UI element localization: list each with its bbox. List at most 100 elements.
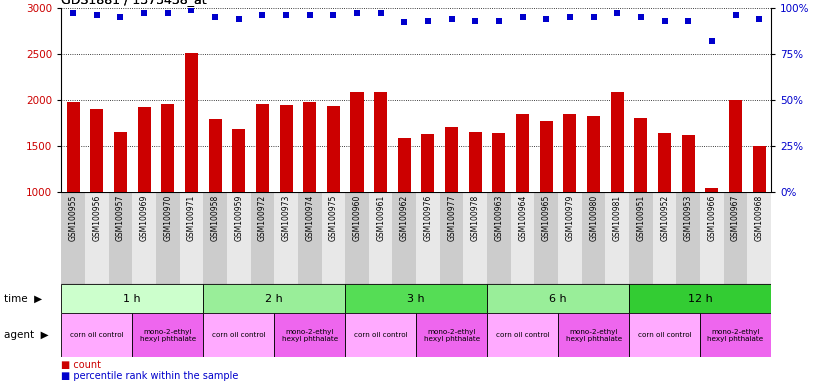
Text: GSM100953: GSM100953 xyxy=(684,195,693,241)
Text: GSM100961: GSM100961 xyxy=(376,195,385,241)
Bar xyxy=(440,192,463,284)
Bar xyxy=(629,313,700,357)
Bar xyxy=(251,192,274,284)
Bar xyxy=(61,192,85,284)
Point xyxy=(350,10,363,16)
Bar xyxy=(753,146,765,192)
Text: mono-2-ethyl
hexyl phthalate: mono-2-ethyl hexyl phthalate xyxy=(140,329,196,341)
Text: GSM100979: GSM100979 xyxy=(565,195,574,241)
Text: mono-2-ethyl
hexyl phthalate: mono-2-ethyl hexyl phthalate xyxy=(282,329,338,341)
Text: GSM100973: GSM100973 xyxy=(282,195,290,241)
Point xyxy=(516,14,529,20)
Bar xyxy=(558,313,629,357)
Point xyxy=(563,14,576,20)
Bar xyxy=(369,192,392,284)
Bar xyxy=(487,192,511,284)
Text: 2 h: 2 h xyxy=(265,293,283,304)
Text: GSM100976: GSM100976 xyxy=(424,195,432,241)
Bar xyxy=(629,284,771,313)
Point xyxy=(90,12,103,18)
Point xyxy=(208,14,221,20)
Bar xyxy=(85,192,109,284)
Bar xyxy=(493,133,505,192)
Text: corn oil control: corn oil control xyxy=(638,332,691,338)
Bar xyxy=(747,192,771,284)
Text: GSM100980: GSM100980 xyxy=(589,195,598,241)
Point xyxy=(374,10,387,16)
Bar xyxy=(635,118,647,192)
Bar xyxy=(724,192,747,284)
Bar xyxy=(730,100,742,192)
Point xyxy=(729,12,742,18)
Bar xyxy=(629,192,653,284)
Text: GSM100960: GSM100960 xyxy=(353,195,361,241)
Text: agent  ▶: agent ▶ xyxy=(4,330,49,340)
Point xyxy=(635,14,648,20)
Bar xyxy=(162,104,174,192)
Bar xyxy=(67,102,79,192)
Bar xyxy=(416,313,487,357)
Text: 1 h: 1 h xyxy=(123,293,141,304)
Text: GSM100972: GSM100972 xyxy=(258,195,267,241)
Bar xyxy=(588,116,600,192)
Text: GSM100962: GSM100962 xyxy=(400,195,409,241)
Bar xyxy=(511,192,534,284)
Text: GSM100963: GSM100963 xyxy=(494,195,503,241)
Text: mono-2-ethyl
hexyl phthalate: mono-2-ethyl hexyl phthalate xyxy=(424,329,480,341)
Bar xyxy=(274,313,345,357)
Text: GDS1881 / 1373438_at: GDS1881 / 1373438_at xyxy=(61,0,206,7)
Point xyxy=(232,16,245,22)
Bar xyxy=(351,91,363,192)
Point xyxy=(681,18,694,24)
Text: GSM100969: GSM100969 xyxy=(140,195,149,241)
Bar xyxy=(564,114,576,192)
Text: GSM100958: GSM100958 xyxy=(211,195,220,241)
Bar xyxy=(138,107,150,192)
Bar xyxy=(398,137,410,192)
Bar xyxy=(327,106,339,192)
Text: ■ percentile rank within the sample: ■ percentile rank within the sample xyxy=(61,371,238,381)
Bar xyxy=(345,192,369,284)
Point xyxy=(752,16,765,22)
Bar xyxy=(132,192,156,284)
Text: GDS1881 / 1373438_at: GDS1881 / 1373438_at xyxy=(61,0,206,6)
Bar xyxy=(345,313,416,357)
Text: ■ count: ■ count xyxy=(61,360,101,370)
Text: GSM100975: GSM100975 xyxy=(329,195,338,241)
Text: corn oil control: corn oil control xyxy=(70,332,123,338)
Bar xyxy=(203,192,227,284)
Bar xyxy=(676,192,700,284)
Text: 3 h: 3 h xyxy=(407,293,425,304)
Bar xyxy=(109,192,132,284)
Bar xyxy=(611,91,623,192)
Point xyxy=(161,10,175,16)
Point xyxy=(279,12,292,18)
Bar xyxy=(114,132,126,192)
Bar xyxy=(298,192,322,284)
Text: GSM100977: GSM100977 xyxy=(447,195,456,241)
Bar xyxy=(61,313,132,357)
Point xyxy=(492,18,505,24)
Bar xyxy=(605,192,629,284)
Point xyxy=(445,16,458,22)
Bar xyxy=(517,114,529,192)
Bar xyxy=(700,192,724,284)
Point xyxy=(137,10,150,16)
Text: GSM100971: GSM100971 xyxy=(187,195,196,241)
Text: 6 h: 6 h xyxy=(549,293,567,304)
Point xyxy=(326,12,339,18)
Bar xyxy=(534,192,558,284)
Bar xyxy=(682,135,694,192)
Bar xyxy=(469,132,481,192)
Text: GSM100959: GSM100959 xyxy=(234,195,243,241)
Bar xyxy=(209,119,221,192)
Text: corn oil control: corn oil control xyxy=(212,332,265,338)
Bar xyxy=(156,192,180,284)
Point xyxy=(539,16,552,22)
Point xyxy=(468,18,481,24)
Bar xyxy=(256,104,268,192)
Point xyxy=(255,12,268,18)
Text: corn oil control: corn oil control xyxy=(496,332,549,338)
Text: GSM100974: GSM100974 xyxy=(305,195,314,241)
Text: GSM100964: GSM100964 xyxy=(518,195,527,241)
